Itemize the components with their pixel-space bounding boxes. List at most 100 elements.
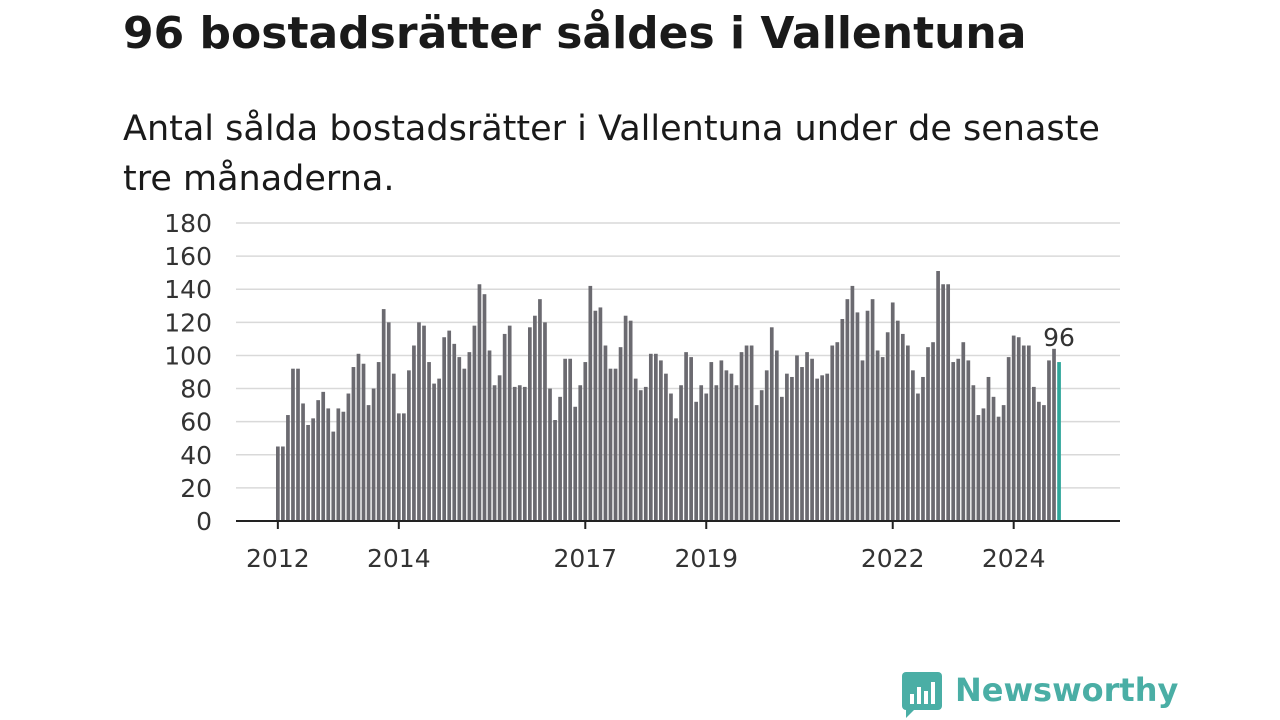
x-tick-label: 2019	[674, 544, 738, 573]
bar	[472, 325, 477, 521]
bar	[835, 342, 840, 521]
bar	[336, 408, 341, 521]
bar	[749, 345, 754, 521]
bar	[1042, 405, 1046, 521]
bar	[764, 370, 769, 521]
bar	[568, 358, 573, 521]
newsworthy-wordmark: Newsworthy	[955, 671, 1179, 709]
bar	[391, 373, 396, 521]
bar	[366, 405, 371, 521]
bar	[517, 385, 522, 521]
bar	[815, 378, 819, 521]
bar	[890, 302, 895, 521]
bar	[457, 357, 462, 521]
bar	[628, 320, 633, 521]
bar	[467, 352, 472, 521]
x-tick-label: 2022	[861, 544, 925, 573]
bar	[492, 385, 497, 521]
bar	[341, 411, 346, 521]
bar	[1011, 335, 1016, 521]
bar	[437, 378, 441, 521]
y-tick-label: 80	[180, 375, 212, 404]
chart-title: 96 bostadsrätter såldes i Vallentuna	[123, 8, 1027, 59]
bar	[981, 408, 986, 521]
newsworthy-logo: Newsworthy	[902, 670, 1178, 720]
bar-highlight	[1057, 362, 1061, 521]
bar	[825, 373, 830, 521]
bar	[875, 350, 880, 521]
bar	[1026, 345, 1031, 521]
bar	[623, 315, 628, 521]
bar	[961, 342, 966, 521]
bar	[528, 327, 532, 521]
bar	[911, 370, 915, 521]
bar	[704, 393, 709, 521]
bar	[371, 388, 376, 521]
bar	[296, 368, 300, 521]
bar	[800, 367, 804, 521]
bar	[860, 360, 865, 521]
bar	[906, 345, 910, 521]
bar	[588, 285, 593, 521]
bar	[482, 294, 487, 521]
bar	[936, 271, 940, 521]
bar	[1016, 337, 1021, 521]
bar	[281, 446, 285, 521]
x-tick-label: 2014	[367, 544, 431, 573]
bar	[643, 386, 648, 521]
bar	[795, 355, 799, 521]
bar	[633, 378, 638, 521]
bar	[553, 420, 557, 521]
bar	[376, 362, 381, 521]
bar	[689, 357, 693, 521]
bar	[971, 385, 976, 521]
x-tick-label: 2024	[982, 544, 1046, 573]
bar	[487, 350, 492, 521]
bar	[880, 357, 885, 521]
bar	[986, 376, 991, 521]
bar	[386, 322, 391, 521]
bar	[754, 405, 759, 521]
bar	[286, 415, 290, 521]
bar	[694, 401, 699, 521]
bar	[734, 385, 739, 521]
bar	[769, 327, 774, 521]
bar	[412, 345, 416, 521]
bar	[1052, 348, 1056, 521]
bar	[921, 376, 925, 521]
y-tick-label: 140	[164, 275, 212, 304]
y-tick-label: 60	[180, 408, 212, 437]
y-tick-label: 160	[164, 242, 212, 271]
bar	[573, 406, 578, 521]
bar	[608, 368, 613, 521]
bar	[638, 390, 643, 521]
bar	[845, 299, 850, 521]
bar	[583, 362, 588, 521]
bar	[654, 353, 658, 521]
bar	[613, 368, 618, 521]
bar	[780, 396, 784, 521]
y-axis: 0 20 40 60 80 100 120 140 160 180	[164, 209, 212, 536]
bar	[830, 345, 835, 521]
bar	[548, 388, 552, 521]
bar	[669, 393, 673, 521]
bar	[1047, 360, 1051, 521]
bar	[885, 332, 890, 521]
bar	[331, 431, 336, 521]
bar	[648, 353, 653, 521]
bar	[311, 418, 315, 521]
bar	[1032, 386, 1036, 521]
bar	[321, 391, 326, 521]
bar	[381, 309, 386, 521]
y-tick-label: 20	[180, 474, 212, 503]
bar	[684, 352, 688, 521]
bar	[361, 363, 366, 521]
bar	[276, 446, 280, 521]
bar	[442, 337, 447, 521]
bar	[956, 358, 961, 521]
bar	[452, 343, 457, 521]
bar	[558, 396, 562, 521]
y-tick-label: 0	[196, 507, 212, 536]
bar	[850, 285, 855, 521]
